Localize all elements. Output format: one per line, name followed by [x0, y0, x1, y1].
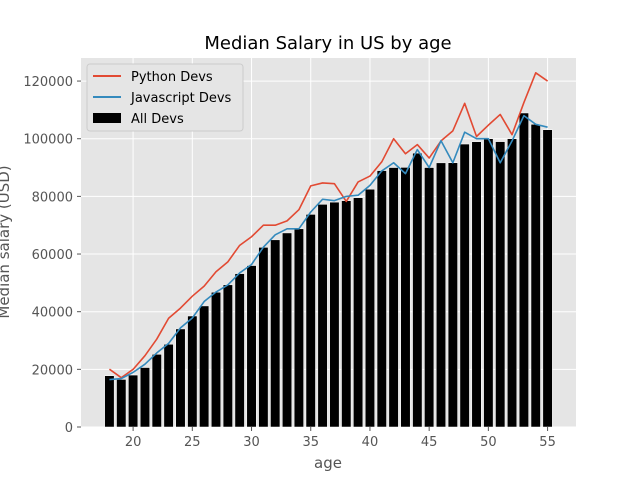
y-axis-label: Median salary (USD): [0, 165, 13, 318]
bar-age-43: [400, 167, 411, 428]
legend-label-javascript: Javascript Devs: [130, 91, 232, 106]
y-tick-label: 20000: [32, 363, 73, 378]
bar-age-46: [436, 162, 446, 428]
x-tick-label: 30: [243, 435, 260, 450]
bar-age-53: [518, 112, 529, 428]
legend-swatch-all-devs: [93, 113, 121, 123]
bar-series: [104, 112, 553, 428]
y-tick-label: 120000: [23, 75, 73, 90]
grid-lines: [81, 58, 576, 428]
bar-age-40: [364, 188, 375, 428]
x-tick-label: 25: [184, 435, 201, 450]
bar-age-32: [270, 239, 281, 428]
bar-age-33: [282, 232, 293, 428]
x-axis-ticks: 20 25 30 35 40 45 50 55: [125, 427, 556, 450]
bar-age-36: [317, 204, 328, 428]
bar-age-29: [234, 273, 245, 428]
bar-age-24: [175, 328, 186, 428]
bar-age-31: [258, 247, 269, 428]
chart-title: Median Salary in US by age: [204, 33, 451, 54]
bar-age-30: [246, 265, 257, 428]
line-series: [108, 71, 549, 381]
y-tick-label: 80000: [32, 190, 73, 205]
bar-age-34: [293, 228, 304, 428]
bar-age-55: [542, 129, 553, 428]
series-line-python: [108, 71, 549, 379]
legend-label-python: Python Devs: [131, 70, 213, 85]
bar-age-37: [329, 201, 340, 428]
bar-age-44: [412, 152, 423, 428]
bar-age-38: [341, 200, 352, 428]
legend-box: [86, 63, 244, 132]
x-tick-label: 35: [302, 435, 319, 450]
bar-age-49: [471, 141, 482, 428]
bar-age-26: [199, 305, 210, 428]
y-tick-label: 100000: [23, 133, 73, 148]
series-line-javascript: [109, 114, 548, 381]
y-tick-label: 40000: [32, 306, 73, 321]
x-tick-label: 55: [539, 435, 556, 450]
bar-age-47: [447, 162, 458, 428]
bar-age-20: [128, 374, 139, 428]
bar-age-51: [495, 141, 506, 428]
bar-age-41: [376, 170, 387, 428]
legend-label-all-devs: All Devs: [131, 112, 184, 127]
y-tick-label: 0: [65, 421, 73, 436]
bar-age-50: [483, 138, 494, 428]
x-tick-label: 45: [421, 435, 438, 450]
y-axis-ticks: 0 20000 40000 60000 80000 100000 120000: [23, 75, 81, 436]
bar-age-19: [116, 379, 127, 428]
x-tick-label: 50: [480, 435, 497, 450]
bar-age-39: [353, 197, 364, 428]
bar-age-54: [530, 124, 541, 428]
bar-age-23: [163, 344, 174, 428]
bar-age-42: [388, 167, 399, 428]
bar-age-35: [305, 214, 316, 428]
y-tick-label: 60000: [32, 248, 73, 263]
bar-age-28: [222, 284, 233, 428]
bar-age-27: [211, 291, 221, 428]
bar-age-52: [507, 138, 518, 428]
x-tick-label: 40: [362, 435, 379, 450]
x-axis-label: age: [314, 454, 342, 472]
x-tick-label: 20: [125, 435, 142, 450]
bar-age-22: [151, 354, 162, 428]
bar-age-45: [424, 167, 435, 428]
bar-age-21: [139, 367, 150, 428]
bar-age-48: [459, 143, 470, 428]
bar-age-25: [187, 315, 198, 428]
legend: Python Devs Javascript Devs All Devs: [86, 63, 244, 132]
bar-age-18: [104, 375, 115, 428]
